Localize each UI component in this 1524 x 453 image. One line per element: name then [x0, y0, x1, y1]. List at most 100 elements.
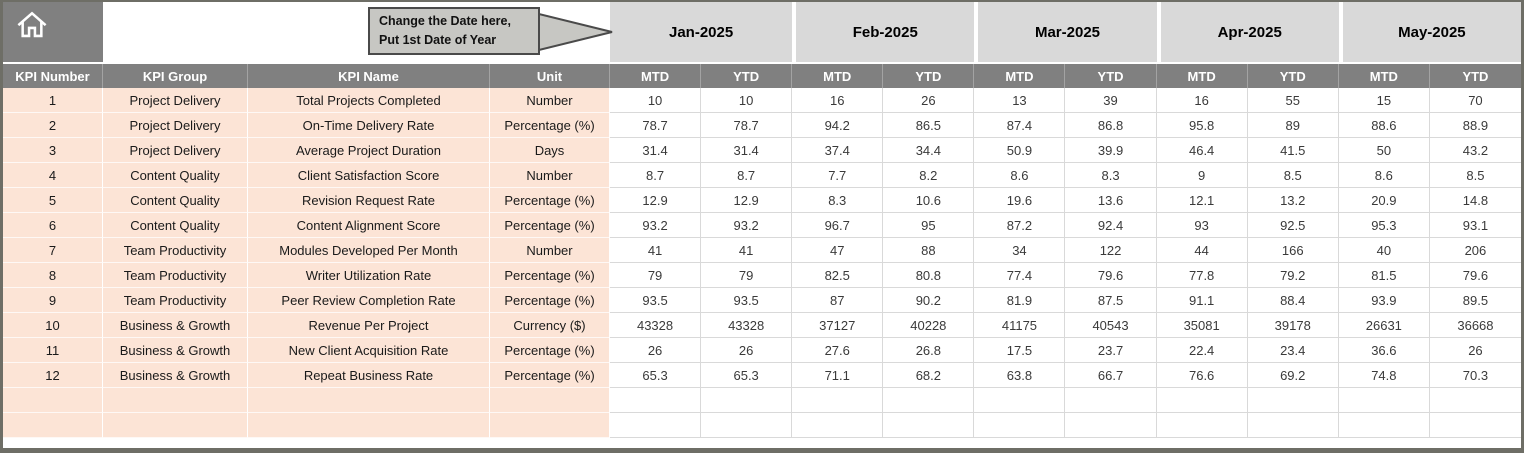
- kpi-value-cell[interactable]: 87.2: [974, 213, 1066, 238]
- kpi-group-cell[interactable]: Team Productivity: [103, 238, 248, 263]
- kpi-value-cell[interactable]: 95: [883, 213, 975, 238]
- kpi-number-cell[interactable]: 11: [3, 338, 103, 363]
- kpi-value-cell[interactable]: 26: [883, 88, 975, 113]
- kpi-group-cell[interactable]: Business & Growth: [103, 313, 248, 338]
- kpi-group-cell[interactable]: Business & Growth: [103, 363, 248, 388]
- kpi-value-cell[interactable]: 90.2: [883, 288, 975, 313]
- empty-cell[interactable]: [248, 388, 490, 413]
- kpi-value-cell[interactable]: 41: [701, 238, 793, 263]
- kpi-value-cell[interactable]: 36.6: [1338, 338, 1430, 363]
- kpi-name-cell[interactable]: Average Project Duration: [248, 138, 490, 163]
- kpi-name-cell[interactable]: On-Time Delivery Rate: [248, 113, 490, 138]
- empty-cell[interactable]: [248, 413, 490, 438]
- kpi-value-cell[interactable]: 77.8: [1156, 263, 1248, 288]
- kpi-group-cell[interactable]: Team Productivity: [103, 288, 248, 313]
- kpi-name-cell[interactable]: Repeat Business Rate: [248, 363, 490, 388]
- kpi-value-cell[interactable]: 93.5: [701, 288, 793, 313]
- kpi-value-cell[interactable]: 55: [1247, 88, 1339, 113]
- kpi-number-cell[interactable]: 7: [3, 238, 103, 263]
- kpi-value-cell[interactable]: 80.8: [883, 263, 975, 288]
- kpi-unit-cell[interactable]: Number: [490, 163, 610, 188]
- kpi-value-cell[interactable]: 74.8: [1338, 363, 1430, 388]
- kpi-value-cell[interactable]: 71.1: [792, 363, 884, 388]
- kpi-value-cell[interactable]: 66.7: [1065, 363, 1157, 388]
- empty-cell[interactable]: [701, 413, 793, 438]
- kpi-value-cell[interactable]: 39: [1065, 88, 1157, 113]
- kpi-value-cell[interactable]: 88.4: [1247, 288, 1339, 313]
- kpi-unit-cell[interactable]: Percentage (%): [490, 213, 610, 238]
- kpi-value-cell[interactable]: 63.8: [974, 363, 1066, 388]
- kpi-name-cell[interactable]: Client Satisfaction Score: [248, 163, 490, 188]
- kpi-value-cell[interactable]: 206: [1429, 238, 1521, 263]
- kpi-value-cell[interactable]: 40543: [1065, 313, 1157, 338]
- empty-cell[interactable]: [883, 388, 975, 413]
- kpi-value-cell[interactable]: 89: [1247, 113, 1339, 138]
- empty-cell[interactable]: [1247, 413, 1339, 438]
- kpi-number-cell[interactable]: 5: [3, 188, 103, 213]
- month-header-cell[interactable]: Apr-2025: [1156, 2, 1339, 62]
- kpi-value-cell[interactable]: 8.3: [1065, 163, 1157, 188]
- month-header-cell[interactable]: Feb-2025: [792, 2, 975, 62]
- empty-cell[interactable]: [610, 388, 702, 413]
- empty-cell[interactable]: [1065, 413, 1157, 438]
- empty-cell[interactable]: [792, 388, 884, 413]
- kpi-group-cell[interactable]: Content Quality: [103, 163, 248, 188]
- kpi-value-cell[interactable]: 76.6: [1156, 363, 1248, 388]
- kpi-group-cell[interactable]: Team Productivity: [103, 263, 248, 288]
- kpi-value-cell[interactable]: 7.7: [792, 163, 884, 188]
- kpi-value-cell[interactable]: 41: [610, 238, 702, 263]
- kpi-value-cell[interactable]: 77.4: [974, 263, 1066, 288]
- kpi-value-cell[interactable]: 86.8: [1065, 113, 1157, 138]
- kpi-value-cell[interactable]: 96.7: [792, 213, 884, 238]
- kpi-group-cell[interactable]: Project Delivery: [103, 88, 248, 113]
- kpi-value-cell[interactable]: 88.6: [1338, 113, 1430, 138]
- kpi-value-cell[interactable]: 8.7: [610, 163, 702, 188]
- kpi-value-cell[interactable]: 13.2: [1247, 188, 1339, 213]
- kpi-value-cell[interactable]: 10.6: [883, 188, 975, 213]
- kpi-value-cell[interactable]: 9: [1156, 163, 1248, 188]
- kpi-value-cell[interactable]: 79.6: [1065, 263, 1157, 288]
- kpi-value-cell[interactable]: 82.5: [792, 263, 884, 288]
- kpi-value-cell[interactable]: 89.5: [1429, 288, 1521, 313]
- kpi-unit-cell[interactable]: Percentage (%): [490, 188, 610, 213]
- empty-cell[interactable]: [1338, 388, 1430, 413]
- kpi-value-cell[interactable]: 39.9: [1065, 138, 1157, 163]
- kpi-number-cell[interactable]: 10: [3, 313, 103, 338]
- empty-cell[interactable]: [1156, 413, 1248, 438]
- kpi-name-cell[interactable]: Revision Request Rate: [248, 188, 490, 213]
- kpi-value-cell[interactable]: 16: [1156, 88, 1248, 113]
- kpi-value-cell[interactable]: 37127: [792, 313, 884, 338]
- empty-cell[interactable]: [3, 388, 103, 413]
- kpi-value-cell[interactable]: 41.5: [1247, 138, 1339, 163]
- kpi-value-cell[interactable]: 81.5: [1338, 263, 1430, 288]
- kpi-value-cell[interactable]: 14.8: [1429, 188, 1521, 213]
- kpi-group-cell[interactable]: Project Delivery: [103, 113, 248, 138]
- kpi-unit-cell[interactable]: Percentage (%): [490, 288, 610, 313]
- empty-cell[interactable]: [1156, 388, 1248, 413]
- kpi-value-cell[interactable]: 10: [610, 88, 702, 113]
- kpi-value-cell[interactable]: 95.8: [1156, 113, 1248, 138]
- kpi-name-cell[interactable]: Peer Review Completion Rate: [248, 288, 490, 313]
- kpi-unit-cell[interactable]: Percentage (%): [490, 338, 610, 363]
- kpi-value-cell[interactable]: 17.5: [974, 338, 1066, 363]
- kpi-value-cell[interactable]: 78.7: [610, 113, 702, 138]
- empty-cell[interactable]: [1065, 388, 1157, 413]
- empty-cell[interactable]: [883, 413, 975, 438]
- kpi-value-cell[interactable]: 44: [1156, 238, 1248, 263]
- empty-cell[interactable]: [1247, 388, 1339, 413]
- kpi-unit-cell[interactable]: Percentage (%): [490, 263, 610, 288]
- kpi-unit-cell[interactable]: Percentage (%): [490, 363, 610, 388]
- kpi-number-cell[interactable]: 6: [3, 213, 103, 238]
- empty-cell[interactable]: [3, 413, 103, 438]
- kpi-group-cell[interactable]: Business & Growth: [103, 338, 248, 363]
- kpi-value-cell[interactable]: 8.7: [701, 163, 793, 188]
- kpi-value-cell[interactable]: 95.3: [1338, 213, 1430, 238]
- kpi-value-cell[interactable]: 47: [792, 238, 884, 263]
- kpi-value-cell[interactable]: 13.6: [1065, 188, 1157, 213]
- kpi-value-cell[interactable]: 40: [1338, 238, 1430, 263]
- kpi-value-cell[interactable]: 8.5: [1247, 163, 1339, 188]
- kpi-unit-cell[interactable]: Number: [490, 88, 610, 113]
- kpi-number-cell[interactable]: 4: [3, 163, 103, 188]
- kpi-number-cell[interactable]: 2: [3, 113, 103, 138]
- kpi-value-cell[interactable]: 27.6: [792, 338, 884, 363]
